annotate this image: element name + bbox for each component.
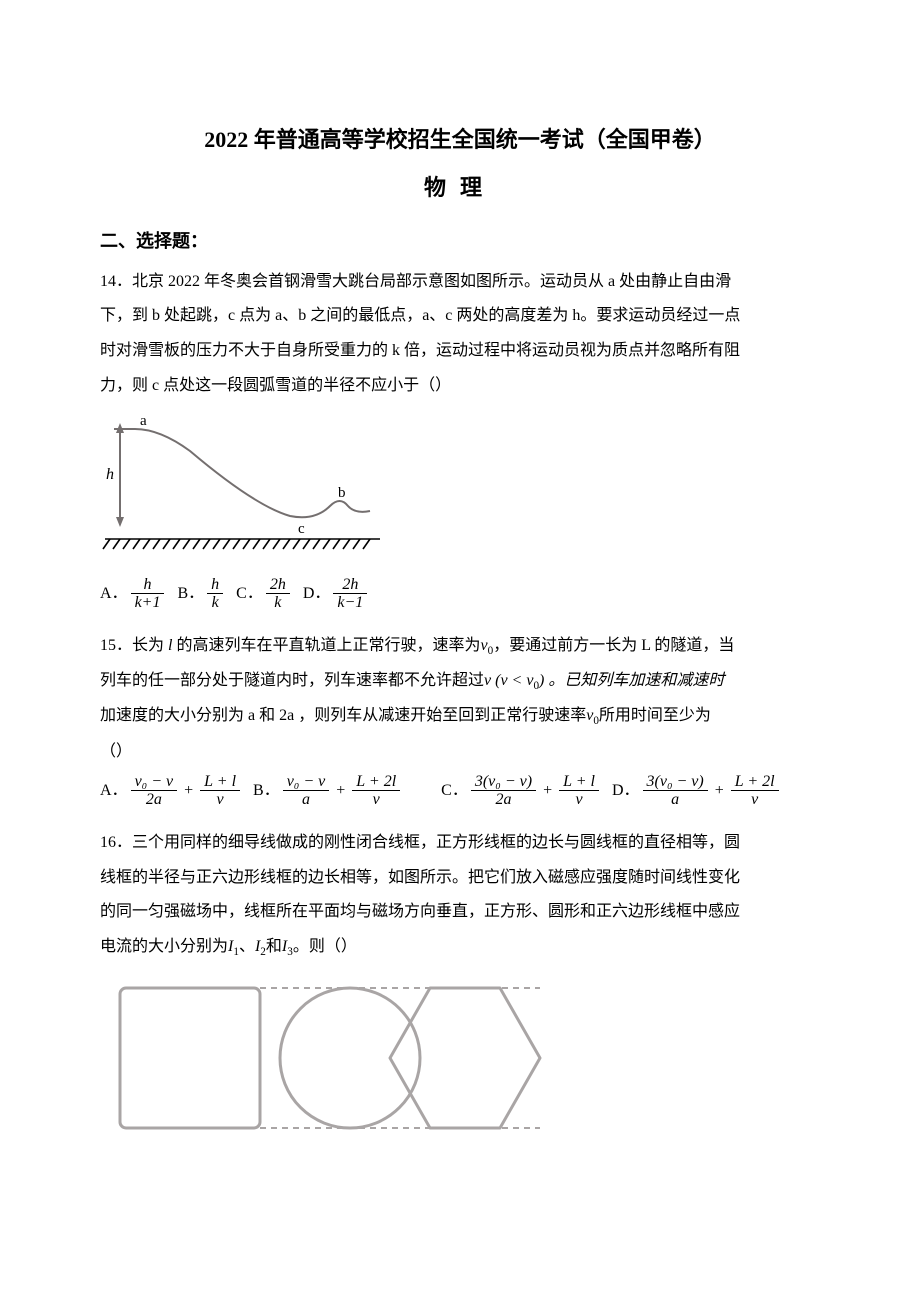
q14-opt-B: B．hk bbox=[177, 576, 226, 612]
q15-opt-B: B．v₀ − va + L + 2lv bbox=[253, 773, 403, 809]
q16-line1: 16．三个用同样的细导线做成的刚性闭合线框，正方形线框的边长与圆线框的直径相等，… bbox=[100, 829, 820, 858]
q14-text1: 北京 2022 年冬奥会首钢滑雪大跳台局部示意图如图所示。运动员从 a 处由静止… bbox=[132, 273, 731, 290]
q16-figure bbox=[100, 973, 820, 1159]
q15A2d: v bbox=[200, 791, 240, 809]
svg-text:h: h bbox=[106, 466, 114, 483]
q15D1d: a bbox=[643, 791, 708, 809]
q15-v0-2: v0 bbox=[586, 707, 599, 724]
q15B1n: v₀ − v bbox=[283, 773, 330, 792]
svg-text:a: a bbox=[140, 413, 147, 429]
q16-sep2: 和 bbox=[266, 938, 282, 955]
q15A2n: L + l bbox=[200, 773, 240, 792]
q15-v0-1: v0 bbox=[481, 637, 494, 654]
q14-D-den: k−1 bbox=[333, 594, 367, 612]
q15-number: 15． bbox=[100, 637, 132, 654]
q15C2n: L + l bbox=[559, 773, 599, 792]
q15-t1b: 的高速列车在平直轨道上正常行驶，速率为 bbox=[172, 637, 480, 654]
q15-line2: 列车的任一部分处于隧道内时，列车速率都不允许超过v (v < v0) 。已知列车… bbox=[100, 667, 820, 696]
q16-t1: 三个用同样的细导线做成的刚性闭合线框，正方形线框的边长与圆线框的直径相等，圆 bbox=[132, 834, 740, 851]
q14-figure: a b c h bbox=[100, 411, 820, 562]
q15-opt-A: A．v₀ − v2a + L + lv bbox=[100, 773, 243, 809]
q15-t1a: 长为 bbox=[132, 637, 168, 654]
q15A1d: 2a bbox=[131, 791, 178, 809]
q16-t4b: 。则（） bbox=[293, 938, 357, 955]
q14-svg: a b c h bbox=[100, 411, 390, 551]
q16-sep1: 、 bbox=[239, 938, 255, 955]
q14-line1: 14．北京 2022 年冬奥会首钢滑雪大跳台局部示意图如图所示。运动员从 a 处… bbox=[100, 268, 820, 297]
q15-line3: 加速度的大小分别为 a 和 2a ，则列车从减速开始至回到正常行驶速率v0所用时… bbox=[100, 702, 820, 731]
svg-text:b: b bbox=[338, 485, 346, 501]
section-heading: 二、选择题： bbox=[100, 225, 820, 257]
q15C1d: 2a bbox=[471, 791, 536, 809]
q16-svg bbox=[100, 973, 560, 1148]
q15D1n: 3(v₀ − v) bbox=[643, 773, 708, 792]
q14-line3: 时对滑雪板的压力不大于自身所受重力的 k 倍，运动过程中将运动员视为质点并忽略所… bbox=[100, 337, 820, 366]
q15-line4: （） bbox=[100, 738, 820, 767]
q14-opt-D: D．2hk−1 bbox=[303, 576, 370, 612]
q16-line3: 的同一匀强磁场中，线框所在平面均与磁场方向垂直，正方形、圆形和正六边形线框中感应 bbox=[100, 898, 820, 927]
q14-C-num: 2h bbox=[266, 576, 290, 595]
q15-t3a: 加速度的大小分别为 a 和 2a ，则列车从减速开始至回到正常行驶速率 bbox=[100, 707, 586, 724]
q15-t3b: 所用时间至少为 bbox=[599, 707, 711, 724]
q15-t2a: 列车的任一部分处于隧道内时，列车速率都不允许超过 bbox=[100, 672, 484, 689]
q16-I1: I1 bbox=[228, 938, 239, 955]
svg-text:c: c bbox=[298, 521, 305, 537]
q15-t1c: ，要通过前方一长为 L 的隧道，当 bbox=[493, 637, 734, 654]
q15A1n: v₀ − v bbox=[131, 773, 178, 792]
q14-D-num: 2h bbox=[333, 576, 367, 595]
q15C1n: 3(v₀ − v) bbox=[471, 773, 536, 792]
q14-line2: 下，到 b 处起跳，c 点为 a、b 之间的最低点，a、c 两处的高度差为 h。… bbox=[100, 302, 820, 331]
q15-parentxt: (v < v bbox=[495, 672, 533, 689]
q15-options: A．v₀ − v2a + L + lv B．v₀ − va + L + 2lv … bbox=[100, 773, 820, 809]
q16-line2: 线框的半径与正六边形线框的边长相等，如图所示。把它们放入磁感应强度随时间线性变化 bbox=[100, 864, 820, 893]
q14-B-num: h bbox=[207, 576, 223, 595]
q15-t2b: ) 。已知列车加速和减速时 bbox=[539, 672, 724, 689]
q14-text3: 时对滑雪板的压力不大于自身所受重力的 k 倍，运动过程中将运动员视为质点并忽略所… bbox=[100, 342, 740, 359]
q14-opt-A: A．hk+1 bbox=[100, 576, 167, 612]
q16-line4: 电流的大小分别为I1、I2和I3。则（） bbox=[100, 933, 820, 962]
page-subject: 物理 bbox=[100, 168, 820, 208]
q16-t4a: 电流的大小分别为 bbox=[100, 938, 228, 955]
q15-v0char1: v bbox=[481, 637, 488, 654]
q15B2n: L + 2l bbox=[352, 773, 400, 792]
q15B1d: a bbox=[283, 791, 330, 809]
q16-I2: I2 bbox=[255, 938, 266, 955]
q15B2d: v bbox=[352, 791, 400, 809]
q14-A-den: k+1 bbox=[131, 594, 165, 612]
q14-line4: 力，则 c 点处这一段圆弧雪道的半径不应小于（） bbox=[100, 372, 820, 401]
q15D2n: L + 2l bbox=[731, 773, 779, 792]
q15C2d: v bbox=[559, 791, 599, 809]
q15D2d: v bbox=[731, 791, 779, 809]
page-title: 2022 年普通高等学校招生全国统一考试（全国甲卷） bbox=[100, 120, 820, 160]
q15-opt-C: C．3(v₀ − v)2a + L + lv bbox=[441, 773, 602, 809]
q15-opt-D: D．3(v₀ − v)a + L + 2lv bbox=[612, 773, 782, 809]
q14-B-den: k bbox=[207, 594, 223, 612]
q15-line1: 15．长为 l 的高速列车在平直轨道上正常行驶，速率为v0，要通过前方一长为 L… bbox=[100, 632, 820, 661]
q14-options: A．hk+1 B．hk C．2hk D．2hk−1 bbox=[100, 576, 820, 612]
q16-I3: I3 bbox=[282, 938, 293, 955]
q14-A-num: h bbox=[131, 576, 165, 595]
q14-C-den: k bbox=[266, 594, 290, 612]
q14-opt-C: C．2hk bbox=[236, 576, 293, 612]
q16-number: 16． bbox=[100, 834, 132, 851]
q14-number: 14． bbox=[100, 273, 132, 290]
q15-paren: (v < v0) 。已知列车加速和减速时 bbox=[491, 672, 724, 689]
